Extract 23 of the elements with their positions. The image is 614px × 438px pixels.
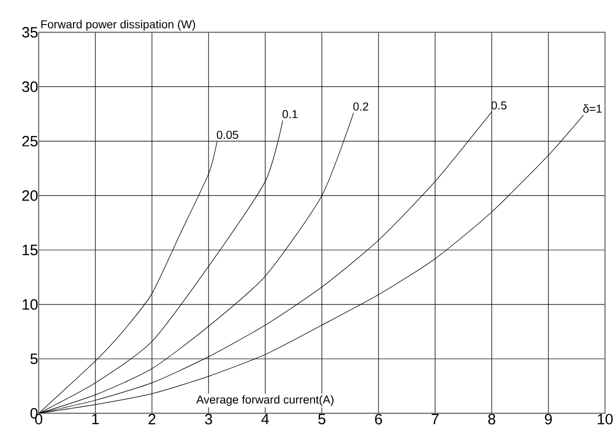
- series-label: 0.05: [216, 130, 238, 139]
- x-axis-title: Average forward current(A): [196, 395, 334, 406]
- x-tick-label: 4: [261, 414, 269, 424]
- y-tick-label: 20: [22, 190, 38, 201]
- x-tick-label: 6: [375, 414, 382, 424]
- series-label: 0.2: [353, 102, 368, 111]
- x-tick-label: 2: [148, 414, 156, 424]
- y-tick-label: 25: [22, 136, 38, 146]
- y-tick-label: 5: [30, 354, 38, 364]
- y-tick-label: 30: [22, 81, 38, 92]
- series-label: δ=1: [583, 104, 602, 113]
- x-tick-label: 1: [92, 414, 99, 424]
- y-axis-title: Forward power dissipation (W): [41, 20, 196, 31]
- x-tick-label: 9: [544, 414, 552, 424]
- x-tick-label: 3: [205, 414, 212, 424]
- x-tick-label: 5: [318, 414, 326, 424]
- x-tick-label: 8: [488, 414, 496, 424]
- x-tick-label: 7: [432, 414, 439, 424]
- series-label: 0.1: [282, 110, 298, 118]
- y-tick-label: 15: [22, 244, 38, 256]
- y-tick-label: 35: [22, 27, 38, 38]
- x-tick-label: 10: [598, 414, 613, 424]
- y-tick-label: 10: [22, 299, 38, 310]
